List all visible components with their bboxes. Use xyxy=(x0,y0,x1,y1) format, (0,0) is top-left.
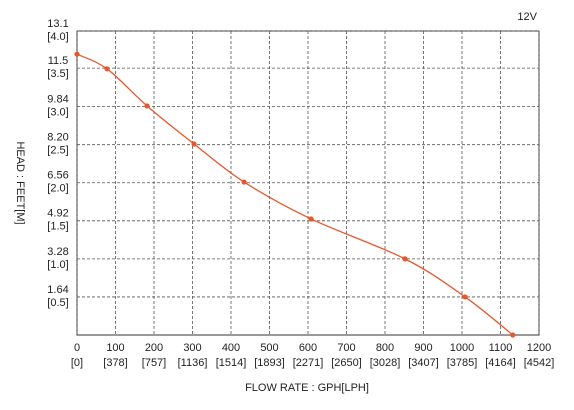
x-tick-label: 1000 xyxy=(450,342,474,354)
y-tick-sublabel: [0.5] xyxy=(47,297,68,309)
x-tick-label: 100 xyxy=(106,342,124,354)
point xyxy=(74,51,80,57)
x-tick-sublabel: [1514] xyxy=(216,357,247,369)
x-tick-label: 0 xyxy=(74,342,80,354)
x-tick-sublabel: [757] xyxy=(142,357,166,369)
x-tick-sublabel: [3028] xyxy=(370,357,401,369)
x-tick-label: 900 xyxy=(414,342,432,354)
y-tick-label: 9.84 xyxy=(47,94,68,106)
x-tick-sublabel: [1893] xyxy=(254,357,285,369)
x-tick-label: 300 xyxy=(183,342,201,354)
x-tick-sublabel: [2650] xyxy=(331,357,362,369)
x-tick-sublabel: [2271] xyxy=(293,357,324,369)
x-tick-sublabel: [3785] xyxy=(447,357,478,369)
point xyxy=(241,179,247,185)
x-tick-label: 700 xyxy=(337,342,355,354)
y-tick-label: 11.5 xyxy=(48,55,69,67)
y-tick-sublabel: [3.5] xyxy=(47,68,68,80)
x-tick-sublabel: [4164] xyxy=(485,357,516,369)
x-tick-sublabel: [1136] xyxy=(178,357,208,369)
x-tick-label: 200 xyxy=(145,342,163,354)
y-tick-label: 3.28 xyxy=(47,246,68,258)
y-tick-label: 13.1 xyxy=(47,18,68,30)
legend-label: 12V xyxy=(517,11,537,23)
point xyxy=(462,294,468,300)
y-tick-sublabel: [4.0] xyxy=(47,31,68,43)
point xyxy=(308,216,314,222)
y-tick-sublabel: [1.0] xyxy=(47,259,68,271)
y-tick-label: 4.92 xyxy=(47,208,68,220)
x-axis-title: FLOW RATE : GPH[LPH] xyxy=(245,382,369,394)
x-tick-sublabel: [378] xyxy=(103,357,127,369)
x-tick-sublabel: [3407] xyxy=(408,357,439,369)
x-tick-sublabel: [0] xyxy=(71,357,83,369)
x-tick-label: 1100 xyxy=(489,342,513,354)
y-tick-sublabel: [2.0] xyxy=(47,183,68,195)
point xyxy=(191,141,197,147)
line xyxy=(76,53,514,336)
x-tick-label: 600 xyxy=(299,342,317,354)
x-tick-label: 500 xyxy=(260,342,278,354)
y-tick-sublabel: [3.0] xyxy=(47,107,68,119)
y-tick-label: 6.56 xyxy=(47,170,68,182)
point xyxy=(104,66,110,72)
point xyxy=(402,256,408,262)
y-axis-title: HEAD : FEET[M] xyxy=(14,141,26,224)
x-tick-sublabel: [4542] xyxy=(524,357,555,369)
point xyxy=(144,103,150,109)
y-tick-sublabel: [2.5] xyxy=(47,145,68,157)
y-tick-label: 8.20 xyxy=(47,132,68,144)
y-tick-label: 1.64 xyxy=(47,284,68,296)
x-tick-label: 800 xyxy=(376,342,394,354)
point xyxy=(510,332,516,338)
y-tick-sublabel: [1.5] xyxy=(47,221,68,233)
x-tick-label: 400 xyxy=(222,342,240,354)
x-tick-label: 1200 xyxy=(527,342,551,354)
